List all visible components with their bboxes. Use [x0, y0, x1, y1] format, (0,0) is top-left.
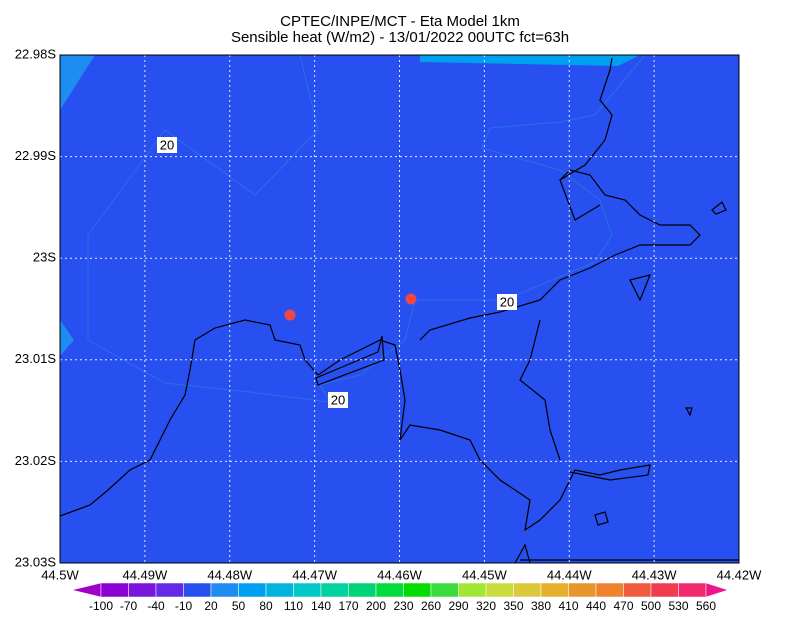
colorbar-label: 530 [668, 599, 688, 613]
colorbar-triangle [705, 582, 729, 598]
colorbar-label: 140 [311, 599, 331, 613]
colorbar-box [485, 582, 514, 598]
colorbar-box [403, 582, 432, 598]
colorbar-box [458, 582, 487, 598]
contour-label: 20 [160, 137, 174, 152]
colorbar-label: 230 [393, 599, 413, 613]
lat-label: 23.02S [15, 453, 57, 468]
colorbar-box [155, 582, 184, 598]
colorbar-label: 290 [448, 599, 468, 613]
grid [60, 55, 739, 563]
title-line: CPTEC/INPE/MCT - Eta Model 1km [280, 13, 520, 30]
contour-label: 20 [331, 392, 345, 407]
colorbar-box [100, 582, 129, 598]
colorbar-box [348, 582, 377, 598]
colorbar-box [568, 582, 597, 598]
lon-label: 44.46W [377, 567, 423, 582]
colorbar-label: 80 [259, 599, 273, 613]
contour-labels: 20 20 20 [157, 137, 517, 408]
colorbar-label: 200 [366, 599, 386, 613]
colorbar-label: 500 [641, 599, 661, 613]
colorbar-label: 20 [204, 599, 218, 613]
colorbar-box [265, 582, 294, 598]
lon-label: 44.45W [462, 567, 508, 582]
lon-label: 44.49W [122, 567, 168, 582]
lon-label: 44.47W [292, 567, 338, 582]
colorbar-label: 440 [586, 599, 606, 613]
coast-line [315, 335, 385, 386]
contour-label-box [157, 137, 177, 153]
contour-label: 20 [500, 294, 514, 309]
coast-line [514, 543, 739, 564]
lon-label: 44.44W [547, 567, 593, 582]
colorbar-triangle [71, 582, 102, 598]
colorbar-box [650, 582, 679, 598]
colorbar-label: 170 [338, 599, 358, 613]
lon-label: 44.5W [41, 567, 79, 582]
field-light [60, 55, 95, 110]
colorbar-label: -70 [120, 599, 138, 613]
coast-line [559, 57, 613, 181]
colorbar-box [513, 582, 542, 598]
frame [59, 54, 740, 564]
colorbar-label: -100 [89, 599, 113, 613]
contour-label-box [328, 392, 348, 408]
contour-label-box [497, 294, 517, 310]
colorbar-label: 260 [421, 599, 441, 613]
coast-line [594, 201, 727, 526]
lon-label: 44.48W [207, 567, 253, 582]
colorbar-label: -40 [147, 599, 165, 613]
colorbar-box [540, 582, 569, 598]
field-lighter [420, 55, 640, 66]
colorbar-label: 410 [558, 599, 578, 613]
colorbar-label: 350 [503, 599, 523, 613]
colorbar-label: 320 [476, 599, 496, 613]
colorbar-box [183, 582, 212, 598]
lat-label: 23.01S [15, 351, 57, 366]
colorbar-label: -10 [175, 599, 193, 613]
colorbar-box [430, 582, 459, 598]
title-line: Sensible heat (W/m2) - 13/01/2022 00UTC … [231, 29, 569, 46]
station-dot [284, 309, 296, 321]
lat-label: 22.99S [15, 148, 57, 163]
lon-label: 44.42W [717, 567, 763, 582]
colorbar-box [293, 582, 322, 598]
colorbar-box [375, 582, 404, 598]
colorbar-label: 110 [284, 599, 303, 613]
colorbar-label: 470 [613, 599, 633, 613]
station-dot [405, 293, 417, 305]
colorbar-box [623, 582, 652, 598]
lon-label: 44.43W [632, 567, 678, 582]
colorbar-box [210, 582, 239, 598]
colorbar-box [678, 582, 707, 598]
lat-label: 23.03S [15, 554, 57, 569]
colorbar-label: 380 [531, 599, 551, 613]
lat-label: 23S [33, 250, 56, 265]
colorbar: -100 -70 -40 -10 20 50 80 110 140 170 200 230 260 290… [71, 582, 729, 613]
coast-line [59, 319, 651, 532]
colorbar-box [238, 582, 267, 598]
colorbar-box [320, 582, 349, 598]
coastline [59, 57, 739, 564]
colorbar-label: 50 [232, 599, 246, 613]
colorbar-label: 560 [696, 599, 716, 613]
colorbar-box [595, 582, 624, 598]
lat-label: 22.98S [15, 46, 57, 61]
field-light [60, 320, 74, 356]
colorbar-box [128, 582, 157, 598]
